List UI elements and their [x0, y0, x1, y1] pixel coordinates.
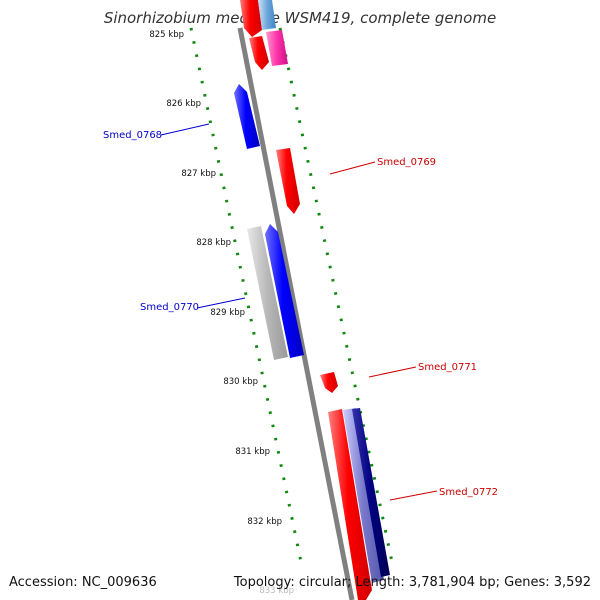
label-smed-0768[interactable]: Smed_0768 — [103, 130, 162, 141]
genome-backbone — [237, 27, 355, 600]
scale-label-828: 828 kbp — [196, 238, 231, 248]
label-smed-0769[interactable]: Smed_0769 — [377, 157, 436, 168]
gc-ticks-right — [278, 27, 394, 563]
gene-smed-0772 — [328, 409, 372, 600]
leader-smed-0772 — [389, 490, 438, 501]
accession-text: Accession: NC_009636 — [9, 575, 157, 590]
genome-summary-text: Topology: circular; Length: 3,781,904 bp… — [233, 575, 591, 590]
gene-top-red-a — [240, 0, 262, 37]
scale-label-829: 829 kbp — [210, 308, 245, 318]
scale-label-832: 832 kbp — [247, 517, 282, 527]
scale-label-826: 826 kbp — [166, 99, 201, 109]
gene-smed-0770 — [265, 224, 304, 358]
leader-smed-0771 — [368, 366, 417, 378]
label-smed-0771[interactable]: Smed_0771 — [418, 362, 477, 373]
gene-lavender — [343, 408, 384, 583]
gene-navy — [352, 408, 390, 577]
scale-labels: 825 kbp 826 kbp 827 kbp 828 kbp 829 kbp … — [149, 30, 294, 596]
scale-label-827: 827 kbp — [181, 169, 216, 179]
gene-smed-0768 — [234, 84, 260, 149]
gene-top-light-blue — [258, 0, 276, 30]
gene-top-magenta — [266, 30, 288, 66]
leader-smed-0770 — [196, 297, 246, 309]
label-smed-0772[interactable]: Smed_0772 — [439, 487, 498, 498]
map-title: Sinorhizobium medicae WSM419, complete g… — [103, 9, 497, 27]
gene-smed-0769 — [276, 148, 300, 214]
scale-label-830: 830 kbp — [223, 377, 258, 387]
scale-label-833: 833 kbp — [259, 586, 294, 596]
label-smed-0770[interactable]: Smed_0770 — [140, 302, 199, 313]
gene-top-red-b — [249, 36, 269, 70]
scale-label-831: 831 kbp — [235, 447, 270, 457]
scale-label-825: 825 kbp — [149, 30, 184, 40]
leader-smed-0768 — [160, 123, 210, 136]
gene-smed-0770-grey — [247, 226, 288, 360]
leader-smed-0769 — [329, 161, 376, 175]
gene-smed-0771 — [320, 372, 338, 393]
